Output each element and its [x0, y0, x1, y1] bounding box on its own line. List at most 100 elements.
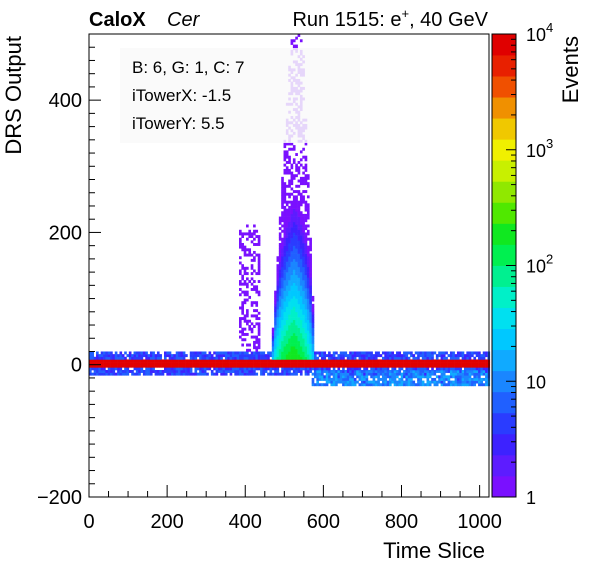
heatmap-cell — [278, 293, 282, 297]
heatmap-cell — [332, 354, 336, 358]
heatmap-cell — [187, 359, 191, 363]
heatmap-cell — [295, 309, 298, 313]
heatmap-cell — [304, 330, 308, 334]
heatmap-cell — [299, 364, 303, 368]
heatmap-cell — [267, 359, 270, 363]
heatmap-cell — [91, 356, 94, 360]
heatmap-cell — [285, 359, 289, 363]
heatmap-cell — [222, 364, 226, 368]
heatmap-cell — [285, 168, 289, 172]
heatmap-cell — [285, 314, 289, 318]
heatmap-cell — [428, 375, 432, 379]
run-suffix: , 40 GeV — [409, 9, 489, 31]
heatmap-cell — [304, 158, 308, 162]
heatmap-cell — [454, 356, 458, 360]
heatmap-cell — [276, 343, 280, 347]
heatmap-cell — [288, 298, 291, 302]
heatmap-cell — [306, 359, 310, 363]
heatmap-cell — [253, 364, 256, 368]
heatmap-cell — [384, 372, 387, 376]
heatmap-cell — [447, 377, 451, 381]
heatmap-cell — [288, 227, 291, 231]
heatmap-cell — [292, 243, 296, 246]
heatmap-cell — [360, 383, 364, 387]
heatmap-cell — [241, 235, 244, 239]
heatmap-cell — [452, 367, 455, 371]
heatmap-cell — [285, 319, 289, 323]
heatmap-cell — [339, 354, 343, 358]
z-tick-exponent: 2 — [546, 252, 553, 267]
heatmap-cell — [278, 219, 282, 223]
heatmap-cell — [456, 351, 460, 355]
heatmap-cell — [243, 301, 247, 305]
heatmap-cell — [255, 367, 259, 371]
heatmap-cell — [290, 192, 294, 196]
heatmap-cell — [217, 351, 221, 355]
heatmap-cell — [292, 303, 296, 307]
heatmap-cell — [306, 277, 310, 281]
heatmap-cell — [306, 184, 310, 188]
heatmap-cell — [358, 356, 362, 360]
heatmap-cell — [412, 362, 416, 366]
heatmap-cell — [440, 377, 444, 381]
heatmap-cell — [194, 372, 198, 376]
heatmap-cell — [351, 354, 355, 358]
heatmap-cell — [304, 248, 308, 252]
heatmap-cell — [171, 370, 174, 373]
colorbar-band — [492, 307, 516, 330]
heatmap-cell — [276, 264, 280, 268]
heatmap-cell — [304, 203, 308, 207]
heatmap-cell — [281, 293, 284, 297]
heatmap-cell — [161, 370, 165, 373]
heatmap-cell — [295, 253, 298, 257]
heatmap-cell — [145, 356, 148, 360]
heatmap-cell — [306, 295, 310, 299]
heatmap-cell — [344, 362, 348, 366]
heatmap-cell — [370, 364, 373, 368]
heatmap-cell — [292, 160, 296, 164]
heatmap-cell — [135, 367, 139, 371]
heatmap-cell — [100, 354, 104, 358]
heatmap-cell — [384, 362, 387, 366]
heatmap-cell — [346, 380, 350, 384]
heatmap-cell — [288, 356, 291, 360]
heatmap-cell — [175, 367, 179, 371]
heatmap-cell — [142, 372, 146, 376]
heatmap-cell — [288, 184, 291, 188]
heatmap-cell — [473, 377, 477, 381]
heatmap-cell — [466, 362, 469, 366]
heatmap-cell — [353, 364, 357, 368]
heatmap-cell — [468, 356, 472, 360]
heatmap-cell — [187, 367, 191, 371]
heatmap-cell — [433, 380, 437, 384]
heatmap-cell — [243, 269, 247, 273]
heatmap-cell — [173, 370, 177, 373]
heatmap-cell — [290, 348, 294, 352]
heatmap-cell — [335, 370, 338, 373]
heatmap-cell — [389, 380, 392, 384]
heatmap-cell — [447, 362, 451, 366]
heatmap-cell — [407, 375, 411, 379]
heatmap-cell — [203, 356, 207, 360]
heatmap-cell — [213, 351, 216, 355]
heatmap-cell — [283, 245, 287, 249]
heatmap-cell — [292, 290, 296, 294]
heatmap-cell — [299, 221, 303, 225]
heatmap-cell — [290, 372, 294, 376]
heatmap-cell — [306, 317, 310, 321]
heatmap-cell — [384, 367, 387, 371]
heatmap-cell — [461, 364, 465, 368]
heatmap-cell — [407, 380, 411, 384]
heatmap-cell — [438, 359, 441, 363]
heatmap-cell — [278, 332, 282, 336]
heatmap-cell — [250, 253, 254, 257]
heatmap-cell — [295, 203, 298, 207]
heatmap-cell — [306, 250, 310, 254]
heatmap-cell — [302, 235, 305, 239]
heatmap-cell — [302, 359, 305, 363]
heatmap-cell — [374, 359, 378, 363]
heatmap-cell — [292, 219, 296, 223]
heatmap-cell — [435, 362, 439, 366]
heatmap-cell — [229, 356, 233, 360]
heatmap-cell — [447, 370, 451, 373]
